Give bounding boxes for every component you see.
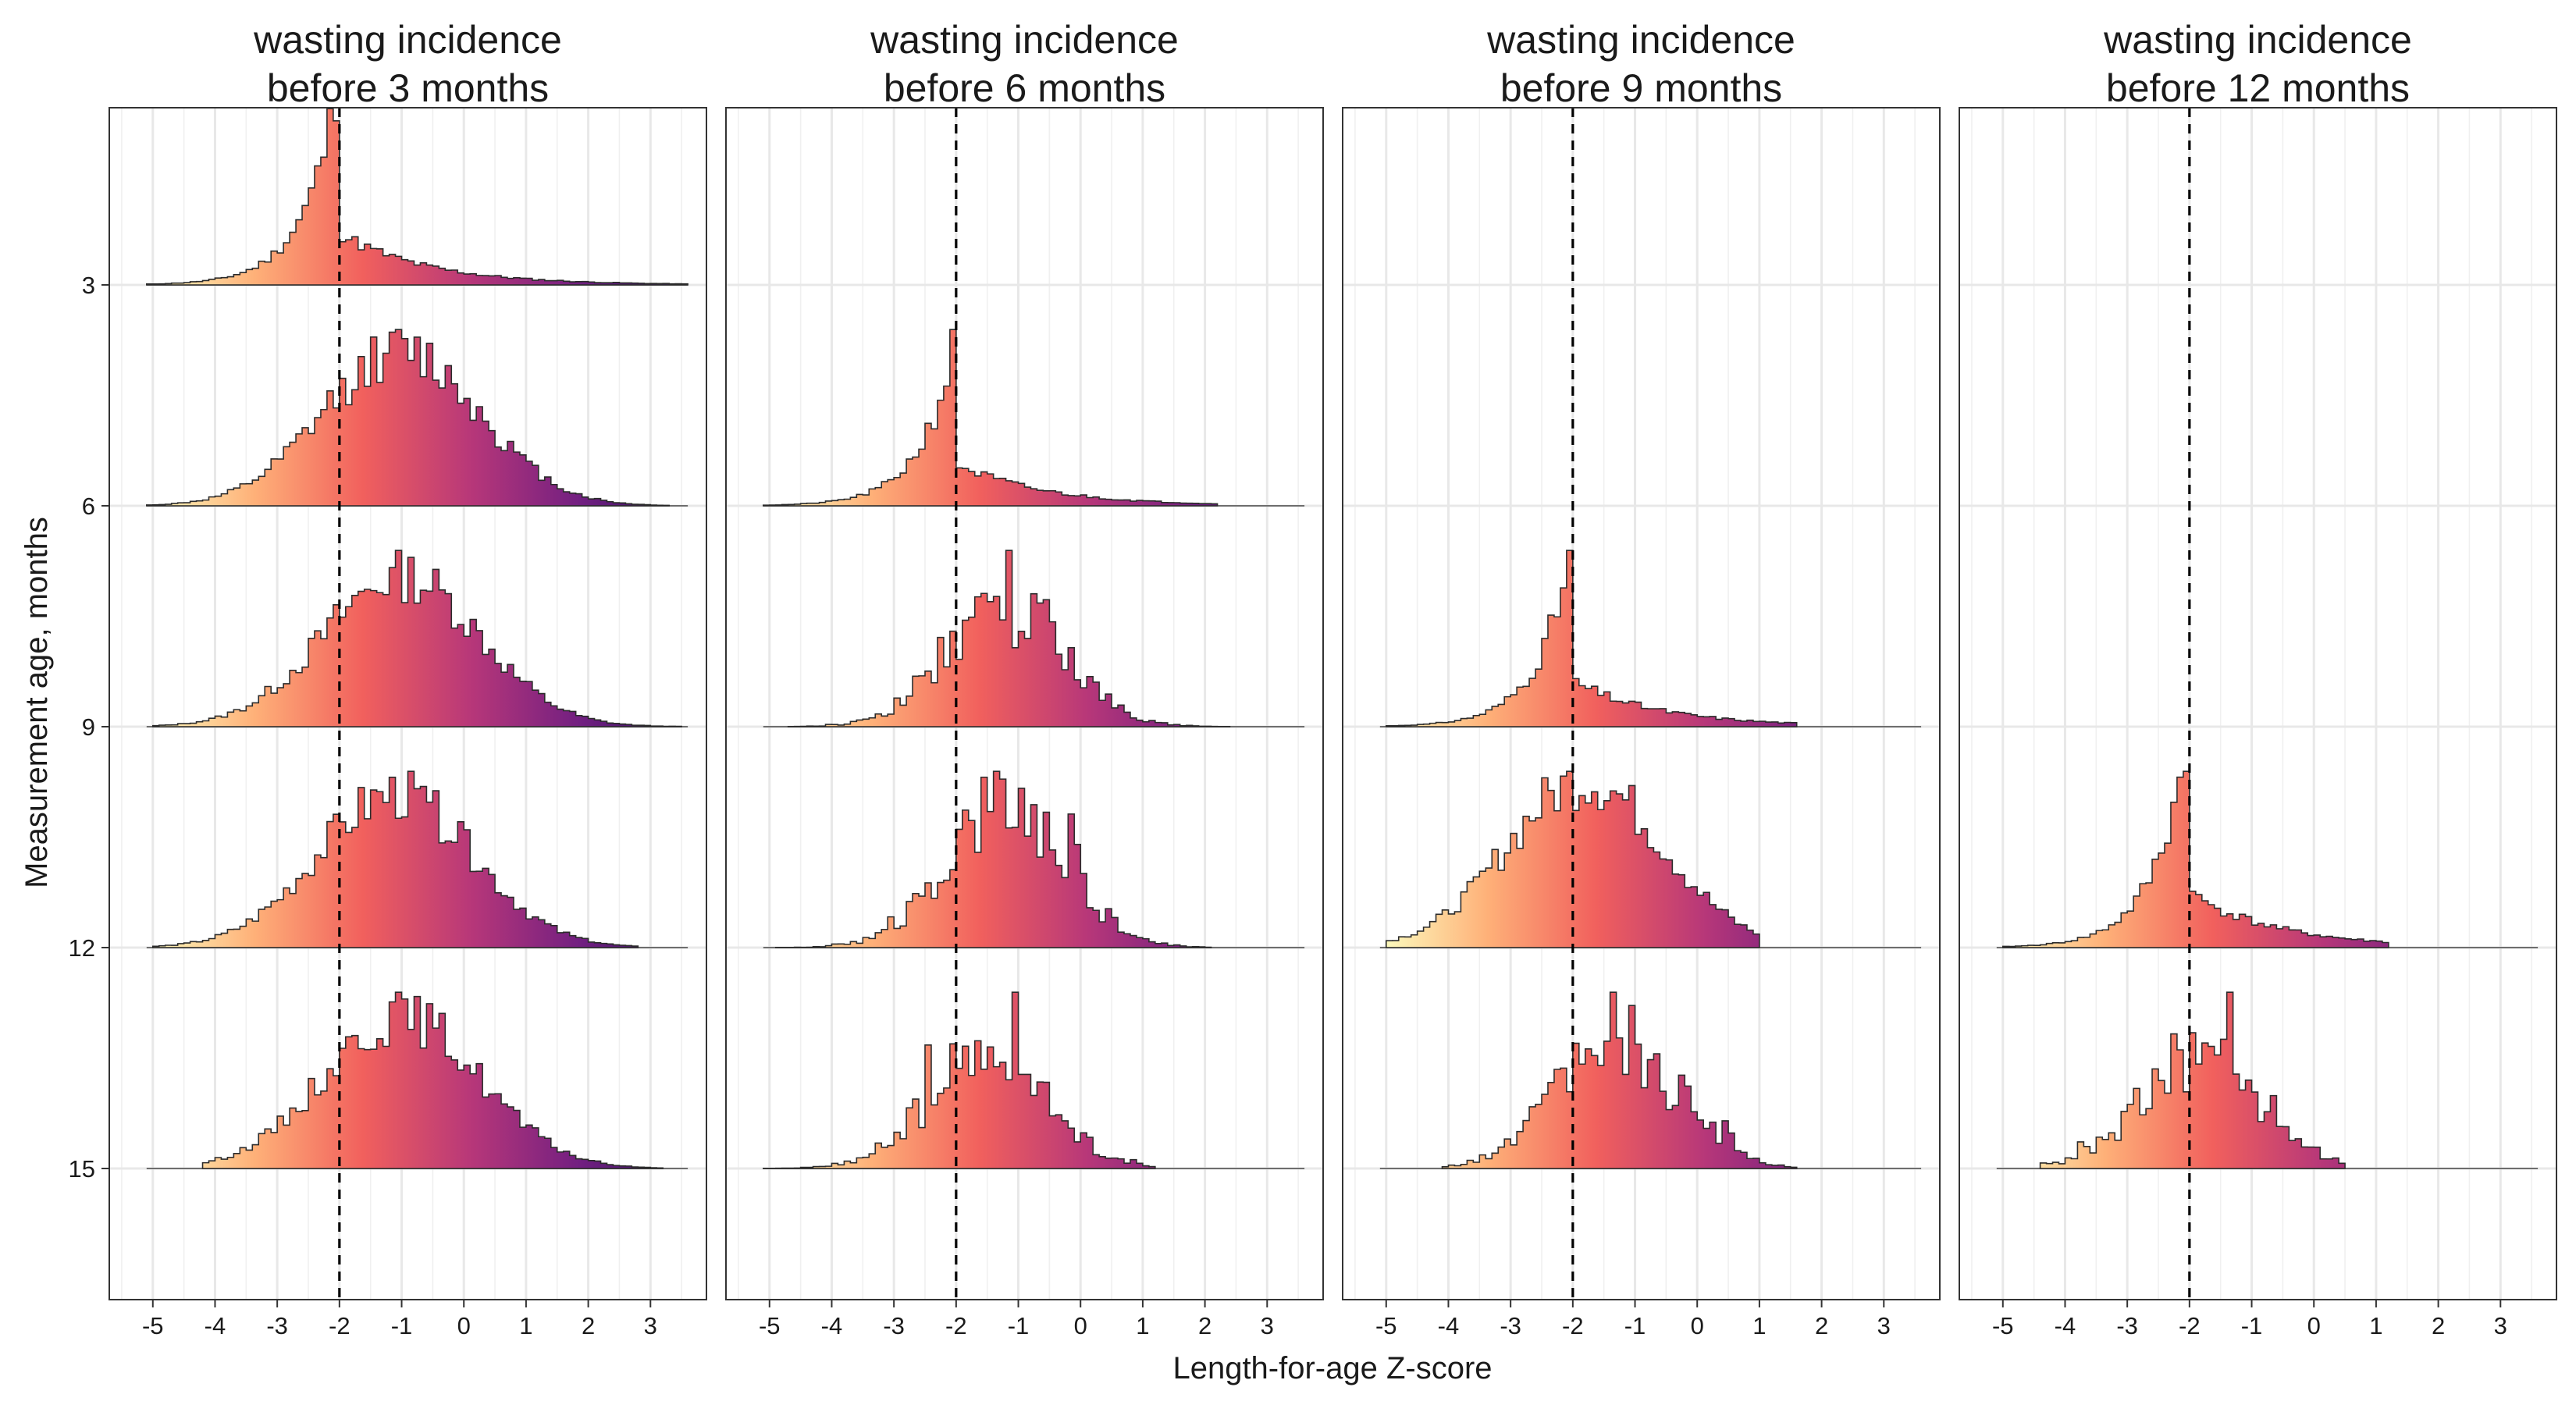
- x-tick-label: -1: [1624, 1312, 1646, 1339]
- ridge-fill: [146, 329, 670, 506]
- x-tick-label: -2: [2179, 1312, 2201, 1339]
- x-tick-label: 2: [582, 1312, 595, 1339]
- ridge-histogram: [763, 770, 1305, 948]
- ridge-outline: [763, 329, 1219, 507]
- facet-title: wasting incidence before 3 months: [253, 18, 562, 110]
- x-tick-label: 3: [644, 1312, 657, 1339]
- x-tick-label: 2: [1198, 1312, 1212, 1339]
- x-tick-label: 1: [519, 1312, 532, 1339]
- x-tick-label: -3: [266, 1312, 288, 1339]
- x-tick-label: 3: [1877, 1312, 1891, 1339]
- y-tick-label: 9: [82, 713, 95, 741]
- ridge-histogram: [146, 329, 688, 507]
- ridge-outline: [146, 108, 688, 286]
- x-tick-label: 0: [1074, 1312, 1087, 1339]
- ridge-histogram: [763, 991, 1305, 1169]
- y-tick-label: 15: [69, 1155, 95, 1183]
- ridge-outline: [146, 329, 670, 507]
- x-axis-title: Length-for-age Z-score: [1172, 1351, 1492, 1385]
- x-tick-label: 1: [1136, 1312, 1149, 1339]
- ridge-outline: [2039, 991, 2346, 1169]
- y-tick-label: 6: [82, 493, 95, 520]
- ridge-outline: [1385, 550, 1798, 727]
- x-tick-label: 3: [2494, 1312, 2507, 1339]
- facet-title: wasting incidence before 6 months: [870, 18, 1179, 110]
- panel-border: [109, 107, 707, 1300]
- ridge-fill: [763, 992, 1155, 1168]
- ridge-fill: [1442, 992, 1797, 1168]
- ridge-histogram: [146, 550, 688, 727]
- ridge-fill: [1386, 771, 1759, 948]
- x-tick-label: -3: [1500, 1312, 1521, 1339]
- y-tick-label: 12: [69, 934, 95, 962]
- y-tick-label: 3: [82, 272, 95, 299]
- ridge-fill: [152, 771, 639, 948]
- ridge-fill: [2040, 992, 2346, 1168]
- ridge-fill: [2002, 771, 2389, 948]
- facet-panel: wasting incidence before 3 months -5 -4 -3 -2…: [109, 18, 707, 1339]
- x-tick-label: 3: [1261, 1312, 1274, 1339]
- x-tick-label: -1: [391, 1312, 413, 1339]
- panel-border: [1959, 107, 2557, 1300]
- ridge-histogram: [763, 550, 1305, 727]
- x-tick-label: 2: [1815, 1312, 1828, 1339]
- x-tick-label: -2: [945, 1312, 967, 1339]
- ridge-histogram: [1379, 770, 1922, 948]
- x-tick-label: -4: [821, 1312, 843, 1339]
- x-tick-label: -3: [883, 1312, 905, 1339]
- x-tick-label: -5: [1375, 1312, 1397, 1339]
- ridge-histogram: [1996, 991, 2539, 1169]
- ridge-outline: [763, 991, 1156, 1169]
- x-tick-label: 0: [2307, 1312, 2321, 1339]
- ridge-outline: [151, 550, 682, 727]
- ridge-histogram: [146, 991, 688, 1169]
- ridge-fill: [202, 992, 664, 1168]
- ridge-histogram: [1379, 550, 1922, 727]
- ridge-fill: [152, 550, 682, 727]
- x-tick-label: -2: [1562, 1312, 1584, 1339]
- y-axis: 3 6 9 12 15: [69, 272, 109, 1183]
- ridge-histogram: [1379, 991, 1922, 1169]
- ridge-outline: [151, 770, 639, 948]
- ridge-fill: [788, 550, 1230, 727]
- x-tick-label: -5: [142, 1312, 164, 1339]
- panel-border: [1342, 107, 1941, 1300]
- x-tick-label: -1: [2241, 1312, 2263, 1339]
- ridge-histogram: [763, 329, 1305, 507]
- x-tick-label: 1: [1752, 1312, 1766, 1339]
- panel-border: [725, 107, 1324, 1300]
- ridge-histogram: [146, 770, 688, 948]
- x-tick-label: -1: [1008, 1312, 1030, 1339]
- ridge-fill: [1386, 550, 1797, 727]
- ridge-outline: [1385, 770, 1760, 948]
- x-tick-label: -5: [759, 1312, 781, 1339]
- ridge-outline: [1441, 991, 1798, 1169]
- y-axis-title: Measurement age, months: [20, 517, 54, 888]
- facet-title: wasting incidence before 9 months: [1486, 18, 1795, 110]
- x-tick-label: -4: [1438, 1312, 1460, 1339]
- ridge-outline: [2001, 770, 2389, 948]
- ridge-fill: [775, 771, 1212, 948]
- x-tick-label: -2: [329, 1312, 350, 1339]
- ridge-histogram: [146, 108, 688, 286]
- x-tick-label: -3: [2116, 1312, 2138, 1339]
- facet-panel: wasting incidence before 12 months -5 -4 -3 -…: [1959, 18, 2557, 1339]
- ridge-outline: [201, 991, 664, 1169]
- facet-panel: wasting incidence before 9 months -5 -4 -3 -2…: [1342, 18, 1941, 1339]
- ridge-outline: [787, 550, 1231, 727]
- x-tick-label: -5: [1992, 1312, 2014, 1339]
- x-tick-label: 1: [2369, 1312, 2382, 1339]
- x-tick-label: -4: [2055, 1312, 2076, 1339]
- x-tick-label: 2: [2432, 1312, 2445, 1339]
- x-tick-label: -4: [205, 1312, 226, 1339]
- ridge-histogram: [1996, 770, 2539, 948]
- facet-title: wasting incidence before 12 months: [2103, 18, 2412, 110]
- x-tick-label: 0: [457, 1312, 471, 1339]
- facet-panel: wasting incidence before 6 months -5 -4 -3 -2…: [725, 18, 1324, 1339]
- x-tick-label: 0: [1691, 1312, 1704, 1339]
- ridge-outline: [774, 770, 1212, 948]
